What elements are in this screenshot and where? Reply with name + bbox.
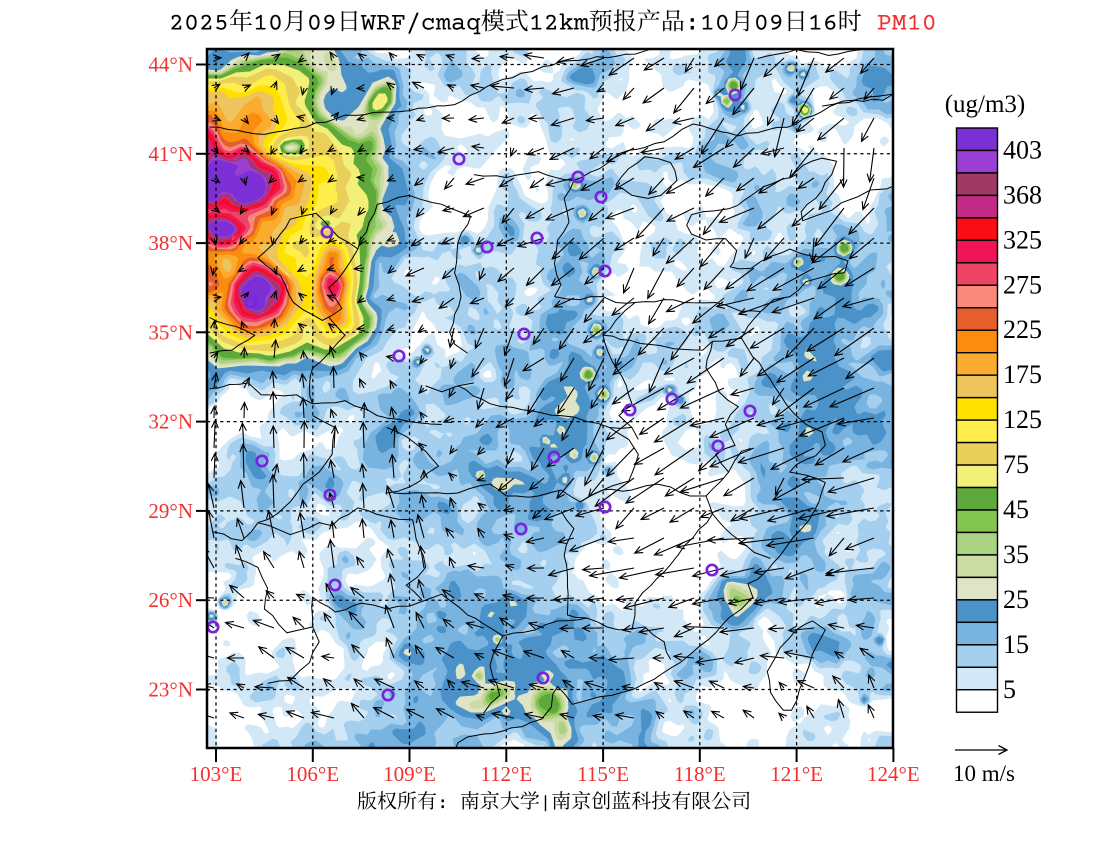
svg-text:35°N: 35°N <box>148 320 193 344</box>
svg-text:275: 275 <box>1003 270 1042 299</box>
svg-text:29°N: 29°N <box>148 499 193 523</box>
svg-text:121°E: 121°E <box>770 762 823 786</box>
svg-text:10 m/s: 10 m/s <box>953 761 1015 786</box>
svg-text:25: 25 <box>1003 585 1029 614</box>
svg-text:325: 325 <box>1003 225 1042 254</box>
svg-text:26°N: 26°N <box>148 588 193 612</box>
svg-text:368: 368 <box>1003 180 1042 209</box>
svg-text:41°N: 41°N <box>148 142 193 166</box>
svg-text:403: 403 <box>1003 136 1042 165</box>
svg-text:44°N: 44°N <box>148 53 193 77</box>
svg-text:124°E: 124°E <box>867 762 920 786</box>
svg-text:106°E: 106°E <box>286 762 339 786</box>
svg-text:125: 125 <box>1003 405 1042 434</box>
svg-text:109°E: 109°E <box>383 762 436 786</box>
svg-text:15: 15 <box>1003 630 1029 659</box>
svg-text:175: 175 <box>1003 360 1042 389</box>
svg-text:5: 5 <box>1003 675 1016 704</box>
svg-text:118°E: 118°E <box>674 762 726 786</box>
svg-text:(ug/m3): (ug/m3) <box>945 91 1026 118</box>
svg-text:75: 75 <box>1003 450 1029 479</box>
svg-text:32°N: 32°N <box>148 410 193 434</box>
svg-text:45: 45 <box>1003 495 1029 524</box>
svg-text:115°E: 115°E <box>577 762 629 786</box>
svg-text:23°N: 23°N <box>148 678 193 702</box>
svg-text:103°E: 103°E <box>190 762 243 786</box>
svg-text:38°N: 38°N <box>148 231 193 255</box>
svg-text:112°E: 112°E <box>480 762 532 786</box>
svg-text:225: 225 <box>1003 315 1042 344</box>
svg-text:35: 35 <box>1003 540 1029 569</box>
